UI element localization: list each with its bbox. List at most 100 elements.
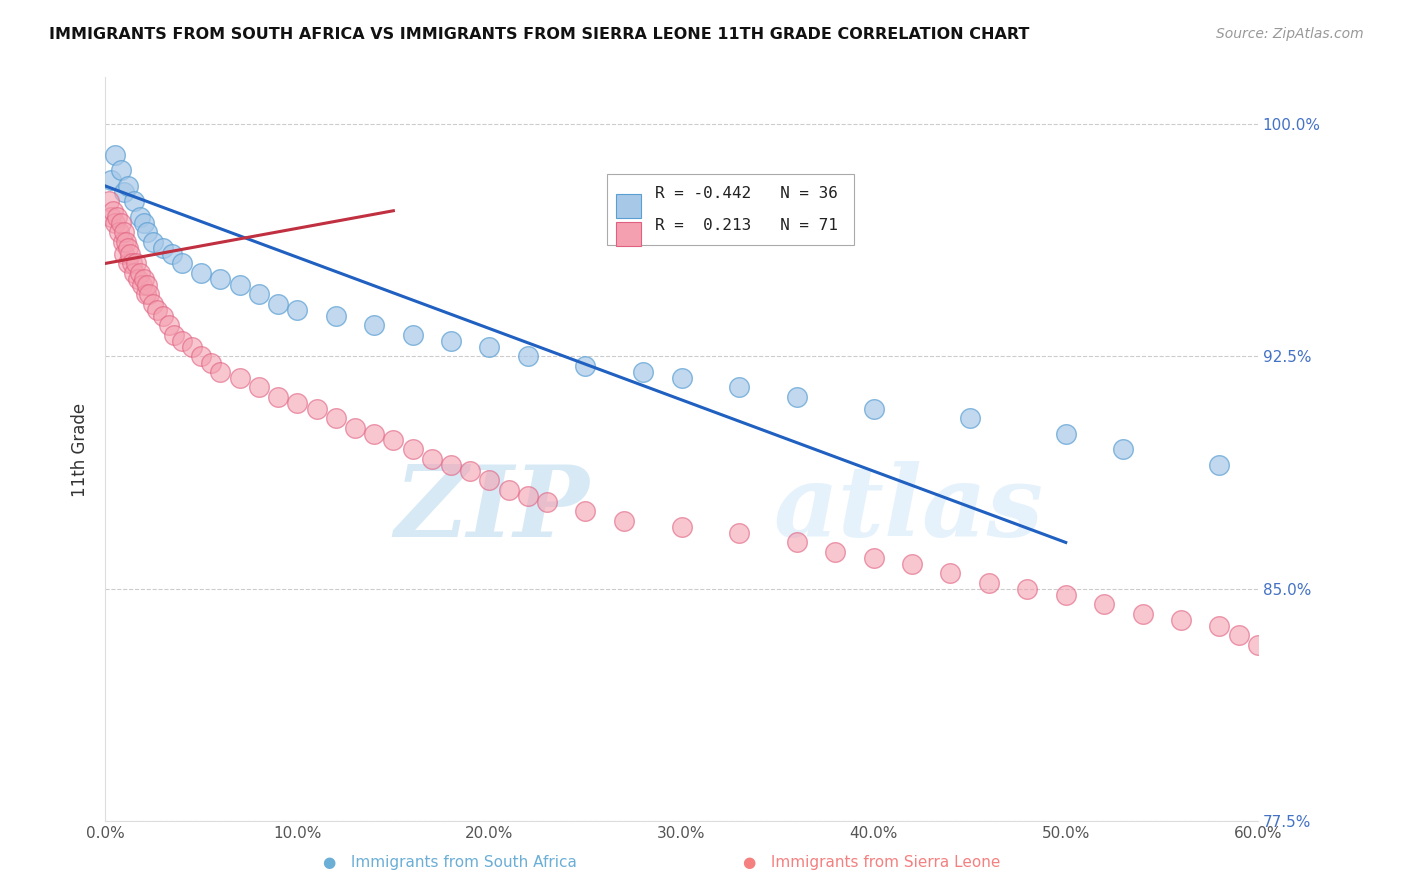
Point: [1285, 650, 1308, 665]
Point: [104, 148, 127, 162]
Point: [613, 514, 636, 528]
Point: [363, 426, 385, 441]
Point: [180, 340, 202, 354]
Point: [285, 396, 308, 410]
Point: [228, 278, 250, 293]
Text: R = -0.442   N = 36: R = -0.442 N = 36: [655, 186, 838, 202]
Point: [98, 194, 121, 209]
Point: [516, 489, 538, 503]
Text: R =  0.213   N = 71: R = 0.213 N = 71: [655, 218, 838, 233]
Point: [1132, 607, 1154, 621]
Point: [478, 340, 501, 354]
Point: [1247, 638, 1270, 652]
Point: [152, 309, 174, 323]
Point: [200, 356, 222, 370]
Point: [1112, 442, 1135, 457]
Point: [117, 256, 139, 270]
Point: [267, 297, 290, 311]
Point: [267, 390, 290, 404]
Point: [363, 318, 385, 333]
Point: [135, 287, 157, 301]
Point: [325, 411, 347, 425]
Point: [128, 210, 150, 224]
Point: [112, 185, 135, 199]
Point: [132, 272, 155, 286]
Point: [120, 247, 142, 261]
Point: [671, 520, 693, 534]
Point: [157, 318, 180, 333]
Point: [125, 256, 148, 270]
Point: [247, 380, 270, 394]
Point: [121, 256, 143, 270]
Text: ●   Immigrants from South Africa: ● Immigrants from South Africa: [323, 855, 576, 870]
Point: [728, 526, 751, 541]
Point: [1054, 426, 1077, 441]
Point: [959, 411, 981, 425]
Point: [209, 272, 232, 286]
Point: [122, 266, 145, 280]
Point: [190, 266, 212, 280]
Text: atlas: atlas: [773, 461, 1043, 558]
Point: [228, 371, 250, 385]
Text: ●   Immigrants from Sierra Leone: ● Immigrants from Sierra Leone: [742, 855, 1001, 870]
Point: [163, 327, 186, 342]
Point: [1054, 588, 1077, 602]
Point: [136, 278, 159, 293]
Point: [170, 256, 193, 270]
FancyBboxPatch shape: [606, 174, 855, 244]
Point: [190, 350, 212, 364]
Point: [786, 535, 808, 549]
Point: [100, 210, 122, 224]
Point: [401, 442, 423, 457]
Text: IMMIGRANTS FROM SOUTH AFRICA VS IMMIGRANTS FROM SIERRA LEONE 11TH GRADE CORRELAT: IMMIGRANTS FROM SOUTH AFRICA VS IMMIGRAN…: [49, 27, 1029, 42]
Point: [136, 226, 159, 240]
Point: [128, 266, 150, 280]
Point: [101, 203, 124, 218]
Y-axis label: 11th Grade: 11th Grade: [72, 402, 89, 497]
Point: [142, 235, 165, 249]
Point: [142, 297, 165, 311]
Point: [574, 504, 596, 518]
Point: [122, 194, 145, 209]
Point: [939, 566, 962, 581]
Text: Source: ZipAtlas.com: Source: ZipAtlas.com: [1216, 27, 1364, 41]
Point: [516, 350, 538, 364]
Point: [209, 365, 232, 379]
Point: [671, 371, 693, 385]
Point: [343, 421, 366, 435]
Point: [127, 272, 149, 286]
Point: [112, 247, 135, 261]
Point: [325, 309, 347, 323]
Point: [138, 287, 160, 301]
Point: [1170, 613, 1192, 627]
Point: [1208, 458, 1230, 472]
Point: [862, 402, 884, 417]
Point: [536, 495, 558, 509]
Point: [107, 226, 129, 240]
Point: [862, 551, 884, 566]
FancyBboxPatch shape: [616, 222, 641, 246]
Point: [458, 464, 481, 478]
Point: [110, 216, 132, 230]
Point: [977, 575, 1000, 590]
Point: [1208, 619, 1230, 633]
Point: [498, 483, 520, 497]
Point: [100, 173, 122, 187]
Point: [146, 302, 169, 317]
Point: [117, 241, 139, 255]
Point: [285, 302, 308, 317]
Point: [305, 402, 328, 417]
Point: [105, 210, 128, 224]
Point: [152, 241, 174, 255]
Point: [824, 545, 846, 559]
Point: [574, 359, 596, 373]
Point: [478, 474, 501, 488]
Text: ZIP: ZIP: [394, 461, 589, 558]
FancyBboxPatch shape: [616, 194, 641, 218]
Point: [110, 163, 132, 178]
Point: [440, 458, 463, 472]
Point: [786, 390, 808, 404]
Point: [440, 334, 463, 348]
Point: [1017, 582, 1039, 596]
Point: [170, 334, 193, 348]
